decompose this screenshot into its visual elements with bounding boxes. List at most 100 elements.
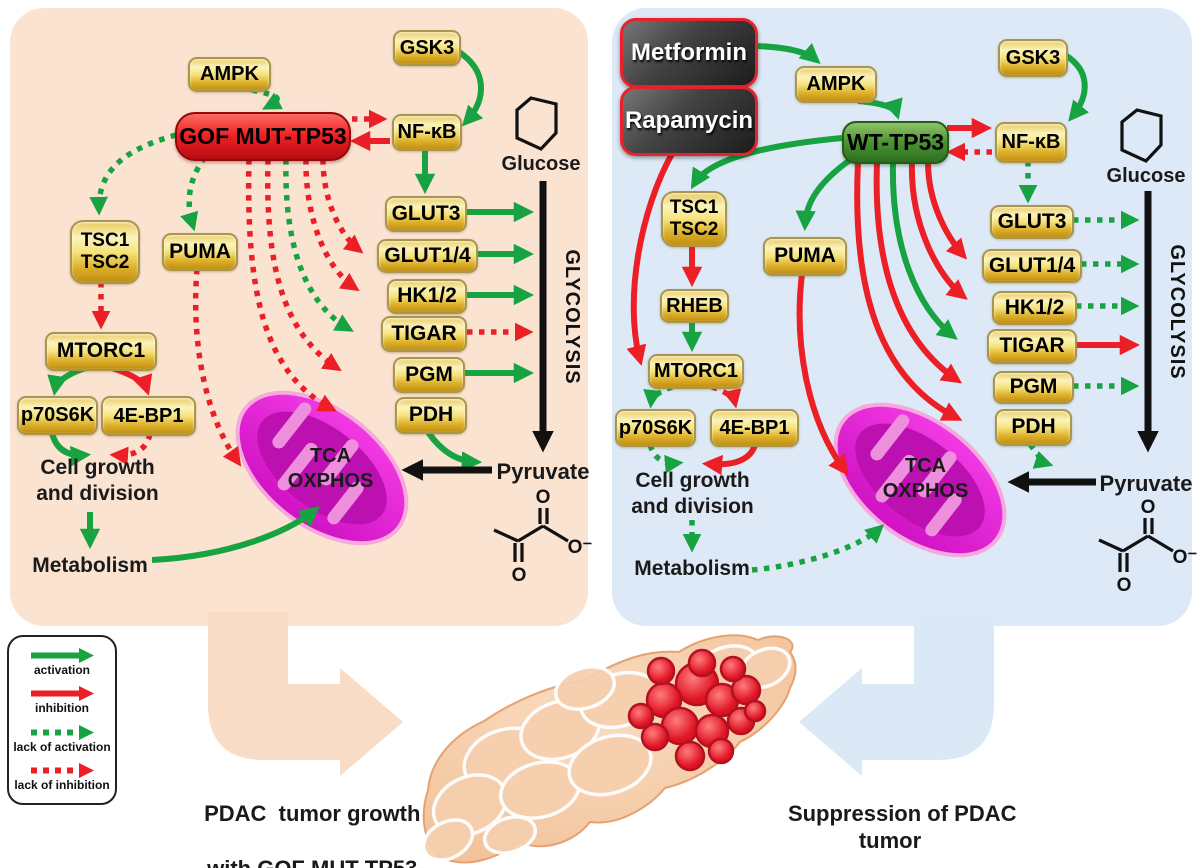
node-4ebp1-left: 4E-BP1 bbox=[101, 396, 196, 436]
tumor-cells bbox=[627, 648, 767, 772]
label-cell-growth-left: Cell growth and division bbox=[36, 456, 159, 506]
arrow-wttp53-to-pgm-r bbox=[873, 161, 963, 384]
legend-item-lack-of-activation: lack of activation bbox=[13, 724, 111, 754]
node-gsk3-left: GSK3 bbox=[393, 30, 461, 66]
arrow-mtorc1-to-4ebp1-r bbox=[711, 384, 742, 409]
arrow-metabolism-to-mito-r bbox=[751, 524, 885, 573]
node-puma-right: PUMA bbox=[763, 237, 847, 276]
arrow-puma-to-mito bbox=[192, 268, 242, 467]
node-p70s6k-right: p70S6K bbox=[615, 409, 696, 447]
label-glucose-left: Glucose bbox=[501, 153, 581, 175]
arrow-metformin-to-ampk bbox=[753, 42, 821, 65]
arrow-muttp53-to-pgm bbox=[264, 158, 342, 372]
node-rheb: RHEB bbox=[660, 289, 729, 323]
node-tsc-right: TSC1 TSC2 bbox=[661, 191, 727, 247]
glucose-icon-right bbox=[1120, 108, 1163, 163]
glycolysis-label-right: GLYCOLYSIS bbox=[1166, 244, 1188, 379]
pyruvate-molecule-left: O O O⁻ bbox=[493, 487, 593, 586]
label-tca-oxphos-left: TCA OXPHOS bbox=[287, 445, 374, 492]
node-tsc-left: TSC1 TSC2 bbox=[70, 220, 140, 284]
pancreas-illustration bbox=[421, 634, 797, 864]
svg-text:O: O bbox=[1141, 497, 1156, 518]
node-glut14-right: GLUT1/4 bbox=[982, 249, 1082, 283]
node-tigar-left: TIGAR bbox=[381, 316, 467, 352]
arrow-wttp53-to-glut14-r bbox=[925, 161, 968, 260]
label-glucose-right: Glucose bbox=[1106, 165, 1186, 187]
arrow-pdh-to-pyruvate bbox=[425, 430, 483, 472]
arrow-wttp53-to-puma bbox=[795, 157, 852, 232]
arrow-mtorc1-to-p70s6k-r bbox=[643, 384, 673, 409]
glucose-icon-left bbox=[515, 96, 558, 151]
node-p70s6k-left: p70S6K bbox=[17, 396, 98, 435]
flow-arrow-left bbox=[208, 612, 403, 776]
arrow-muttp53-to-tsc bbox=[89, 132, 177, 216]
label-metabolism-right: Metabolism bbox=[634, 557, 750, 580]
label-metabolism-left: Metabolism bbox=[32, 554, 148, 577]
node-puma-left: PUMA bbox=[162, 233, 238, 271]
node-glut3-right: GLUT3 bbox=[990, 205, 1074, 239]
mitochondrion-right bbox=[833, 402, 1007, 558]
caption-right: Suppression of PDAC tumor growth with WT… bbox=[787, 800, 1029, 854]
arrow-mtorc1-to-4ebp1 bbox=[111, 365, 153, 396]
legend-item-inhibition: inhibition bbox=[29, 686, 95, 715]
legend-box: activation inhibition lack of activation… bbox=[7, 635, 117, 805]
pyruvate-molecule-right: O O O⁻ bbox=[1098, 497, 1198, 596]
label-cell-growth-right: Cell growth and division bbox=[631, 469, 754, 519]
glycolysis-label-left: GLYCOLYSIS bbox=[561, 249, 583, 384]
node-hk12-right: HK1/2 bbox=[992, 291, 1077, 325]
node-ampk-right: AMPK bbox=[795, 66, 877, 103]
arrow-gsk3-to-nfkb bbox=[457, 49, 484, 127]
mitochondrion-left bbox=[235, 390, 409, 546]
arrow-muttp53-to-pdh bbox=[245, 158, 337, 412]
flow-arrow-right bbox=[799, 612, 994, 776]
arrow-wttp53-to-hk12-r bbox=[908, 161, 968, 300]
node-wt-tp53: WT-TP53 bbox=[842, 121, 949, 164]
activation-arrow-icon bbox=[31, 648, 94, 664]
left-panel-arrows bbox=[47, 49, 535, 563]
node-tigar-right: TIGAR bbox=[987, 329, 1077, 364]
arrow-mtorc1-to-p70s6k bbox=[47, 365, 87, 397]
node-mtorc1-left: MTORC1 bbox=[45, 332, 157, 371]
label-tca-oxphos-right: TCA OXPHOS bbox=[882, 455, 969, 502]
arrow-metabolism-to-mito bbox=[151, 506, 320, 563]
caption-left: PDAC tumor growth with GOF MUT-TP53 bbox=[204, 800, 421, 868]
arrow-puma-to-mito-r bbox=[796, 273, 849, 476]
arrow-wttp53-to-pdh-r bbox=[854, 161, 963, 421]
node-nfkb-left: NF-κB bbox=[392, 114, 462, 151]
svg-text:O: O bbox=[1117, 575, 1132, 596]
svg-text:O: O bbox=[536, 487, 551, 508]
node-nfkb-right: NF-κB bbox=[995, 122, 1067, 163]
arrow-4ebp1-to-cellgrowth bbox=[109, 433, 153, 466]
node-metformin: Metformin bbox=[620, 18, 758, 88]
lack-of-activation-arrow-icon bbox=[31, 724, 94, 740]
arrow-wttp53-to-tigar-r bbox=[889, 161, 958, 340]
arrow-rapamycin-to-mtorc1 bbox=[626, 150, 676, 366]
legend-item-lack-of-inhibition: lack of inhibition bbox=[14, 762, 110, 792]
legend-item-activation: activation bbox=[29, 648, 95, 677]
node-pdh-left: PDH bbox=[395, 397, 467, 434]
node-ampk-left: AMPK bbox=[188, 57, 271, 92]
svg-text:O⁻: O⁻ bbox=[1173, 547, 1198, 568]
arrow-4ebp1-to-cellgrowth-r bbox=[701, 443, 758, 476]
node-pgm-right: PGM bbox=[993, 371, 1074, 404]
node-pgm-left: PGM bbox=[393, 357, 465, 393]
arrow-p70s6k-to-cellgrowth-r bbox=[647, 444, 684, 474]
node-hk12-left: HK1/2 bbox=[387, 279, 467, 314]
lack-of-inhibition-arrow-icon bbox=[31, 762, 94, 778]
arrow-muttp53-to-hk12 bbox=[303, 158, 360, 292]
svg-text:O: O bbox=[512, 565, 527, 586]
arrow-muttp53-to-glut14 bbox=[320, 158, 364, 254]
svg-text:O⁻: O⁻ bbox=[568, 537, 593, 558]
node-mtorc1-right: MTORC1 bbox=[648, 354, 744, 389]
node-gsk3-right: GSK3 bbox=[998, 39, 1068, 77]
node-rapamycin: Rapamycin bbox=[620, 86, 758, 156]
node-gof-mut-tp53: GOF MUT-TP53 bbox=[175, 112, 351, 161]
arrow-p70s6k-to-cellgrowth bbox=[49, 432, 92, 467]
inhibition-arrow-icon bbox=[31, 686, 94, 702]
label-pyruvate-right: Pyruvate bbox=[1099, 471, 1193, 496]
arrow-muttp53-to-tigar bbox=[283, 158, 354, 332]
node-4ebp1-right: 4E-BP1 bbox=[710, 409, 799, 447]
node-glut3-left: GLUT3 bbox=[385, 196, 467, 232]
